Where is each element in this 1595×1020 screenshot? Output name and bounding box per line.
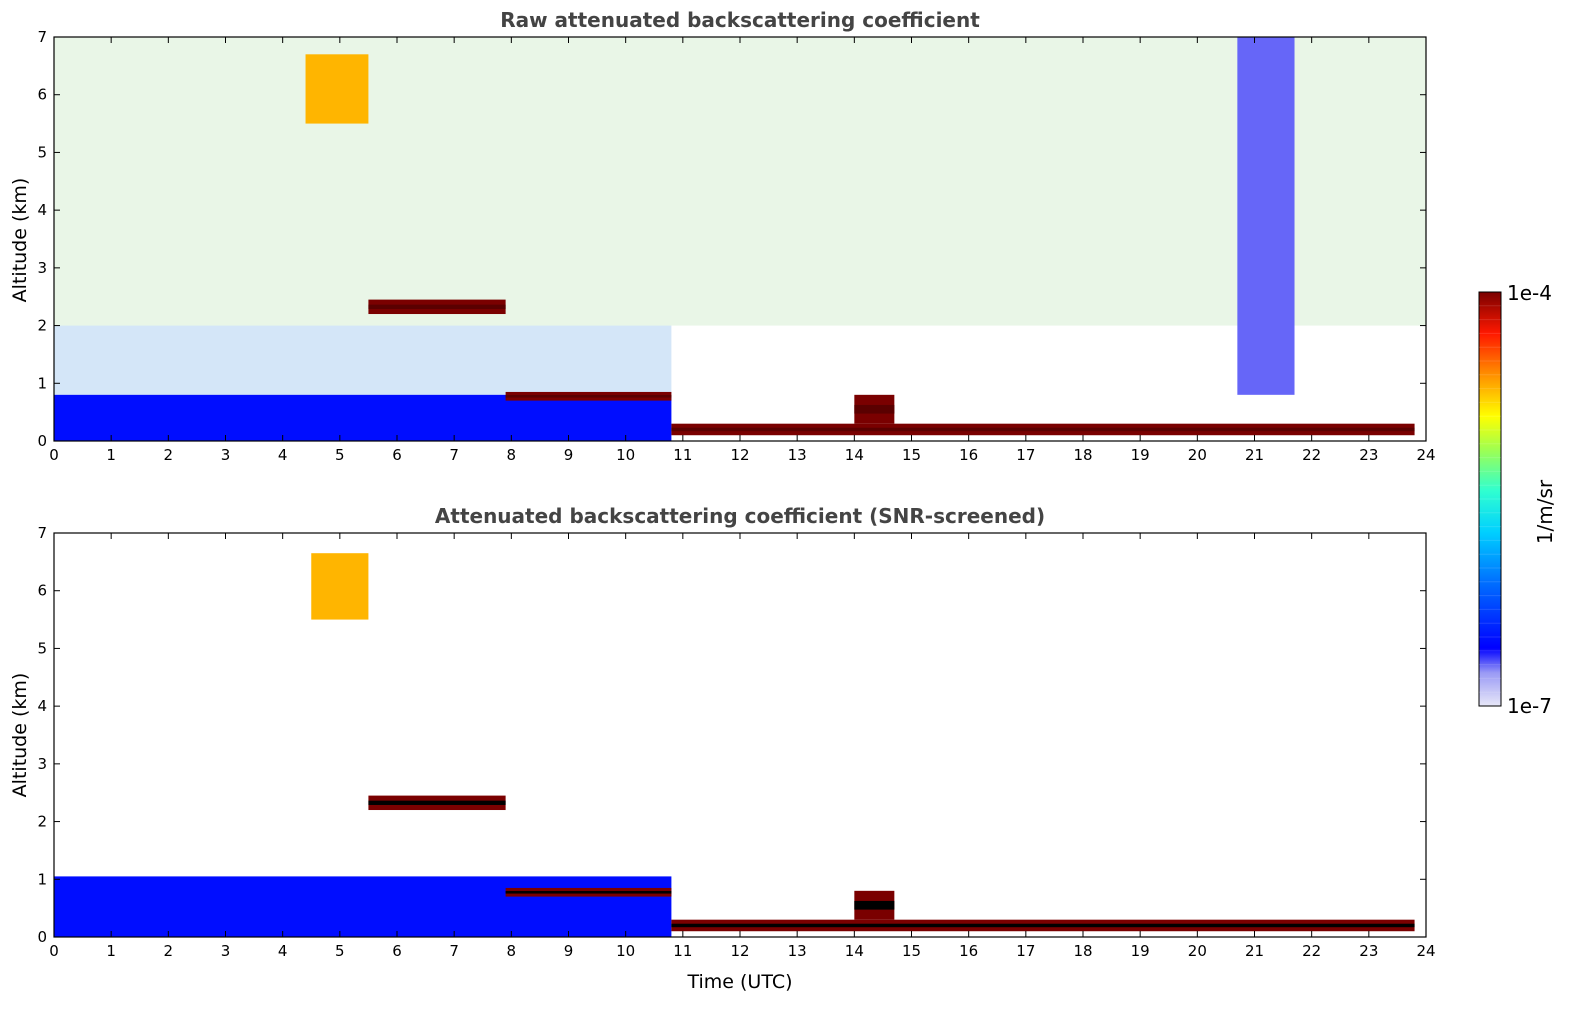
screened-heatmap-area (54, 553, 1415, 937)
x-tick-label: 4 (278, 446, 288, 464)
colorbar-unit-label: 1/m/sr (1533, 479, 1557, 544)
x-tick-label: 10 (616, 942, 635, 960)
x-tick-label: 11 (673, 942, 692, 960)
x-tick-label: 22 (1302, 942, 1321, 960)
feature-aerosol-boundary-layer-0 (54, 876, 672, 937)
y-tick-label: 5 (37, 639, 47, 657)
screened-axis-ticks: 0 1 2 3 4 5 6 7 8 9 10 11 12 13 14 15 16 17 18 19 20 21 22 23 24… (37, 524, 1435, 960)
x-tick-label: 12 (730, 446, 749, 464)
y-tick-label: 3 (37, 755, 47, 773)
x-tick-label: 24 (1416, 942, 1435, 960)
x-tick-label: 8 (507, 942, 517, 960)
feature-aerosol-boundary-layer-0 (54, 394, 672, 441)
x-tick-label: 17 (1016, 942, 1035, 960)
x-tick-label: 16 (959, 942, 978, 960)
x-tick-label: 12 (730, 942, 749, 960)
x-tick-label: 2 (164, 942, 174, 960)
x-tick-label: 2 (164, 446, 174, 464)
feature-cirrus-4 (311, 553, 369, 620)
y-tick-label: 0 (37, 432, 47, 450)
x-tick-label: 3 (221, 942, 231, 960)
x-tick-label: 1 (106, 446, 116, 464)
x-tick-label: 5 (335, 942, 345, 960)
feature-core-6 (854, 404, 895, 414)
x-tick-label: 9 (564, 942, 574, 960)
y-tick-label: 1 (37, 374, 47, 392)
y-tick-label: 0 (37, 928, 47, 946)
colorbar: 1e-4 1e-7 1/m/sr (1478, 281, 1557, 718)
x-tick-label: 19 (1131, 942, 1150, 960)
x-tick-label: 14 (845, 446, 864, 464)
x-tick-label: 23 (1359, 446, 1378, 464)
y-tick-label: 2 (37, 317, 47, 335)
x-tick-label: 18 (1073, 942, 1092, 960)
y-tick-label: 7 (37, 28, 47, 46)
raw-backscatter-panel: Raw attenuated backscattering coefficien… (9, 8, 1436, 464)
x-tick-label: 10 (616, 446, 635, 464)
x-tick-label: 0 (49, 446, 59, 464)
x-tick-label: 3 (221, 446, 231, 464)
feature-core-1 (368, 304, 506, 309)
y-tick-label: 3 (37, 259, 47, 277)
colorbar-gradient (1478, 291, 1502, 707)
colorbar-max-label: 1e-4 (1507, 281, 1552, 305)
feature-cirrus-4 (305, 54, 369, 124)
x-tick-label: 16 (959, 446, 978, 464)
x-tick-label: 21 (1245, 942, 1264, 960)
x-tick-label: 5 (335, 446, 345, 464)
x-tick-label: 14 (845, 942, 864, 960)
colorbar-min-label: 1e-7 (1507, 694, 1552, 718)
x-tick-label: 18 (1073, 446, 1092, 464)
y-tick-label: 6 (37, 86, 47, 104)
noise-background-lower (54, 325, 672, 395)
x-tick-label: 9 (564, 446, 574, 464)
x-tick-label: 20 (1188, 446, 1207, 464)
x-tick-label: 6 (392, 942, 402, 960)
feature-core-1 (368, 800, 506, 805)
x-tick-label: 13 (788, 446, 807, 464)
y-tick-label: 4 (37, 697, 47, 715)
x-tick-label: 20 (1188, 942, 1207, 960)
feature-core-2 (505, 890, 672, 894)
x-tick-label: 17 (1016, 446, 1035, 464)
x-tick-label: 8 (507, 446, 517, 464)
x-tick-label: 23 (1359, 942, 1378, 960)
y-tick-label: 1 (37, 870, 47, 888)
y-tick-label: 4 (37, 201, 47, 219)
feature-core-3 (671, 427, 1415, 432)
y-tick-label: 7 (37, 524, 47, 542)
x-tick-label: 21 (1245, 446, 1264, 464)
raw-panel-title: Raw attenuated backscattering coefficien… (500, 8, 980, 32)
x-tick-label: 11 (673, 446, 692, 464)
x-tick-label: 15 (902, 942, 921, 960)
feature-core-2 (505, 394, 672, 398)
x-tick-label: 1 (106, 942, 116, 960)
x-tick-label: 0 (49, 942, 59, 960)
raw-axis-ticks: 0 1 2 3 4 5 6 7 8 9 10 11 12 13 14 15 16 17 18 19 20 21 22 23 24… (37, 28, 1435, 464)
y-tick-label: 5 (37, 143, 47, 161)
screened-panel-title: Attenuated backscattering coefficient (S… (435, 504, 1045, 528)
x-tick-label: 13 (788, 942, 807, 960)
raw-panel-y-label: Altitude (km) (9, 178, 31, 303)
x-tick-label: 7 (449, 942, 459, 960)
colorbar-bands (1479, 305, 1501, 693)
x-tick-label: 4 (278, 942, 288, 960)
feature-low-signal-column-5 (1237, 37, 1295, 395)
x-tick-label: 19 (1131, 446, 1150, 464)
y-tick-label: 6 (37, 582, 47, 600)
noise-background-upper (54, 37, 1426, 326)
x-tick-label: 6 (392, 446, 402, 464)
x-tick-label: 15 (902, 446, 921, 464)
time-x-label: Time (UTC) (686, 971, 792, 993)
feature-core-5 (854, 900, 895, 910)
y-tick-label: 2 (37, 813, 47, 831)
x-tick-label: 7 (449, 446, 459, 464)
x-tick-label: 24 (1416, 446, 1435, 464)
feature-core-3 (671, 923, 1415, 928)
x-tick-label: 22 (1302, 446, 1321, 464)
screened-backscatter-panel: Attenuated backscattering coefficient (S… (9, 504, 1436, 993)
raw-heatmap-area (54, 37, 1426, 441)
screened-panel-y-label: Altitude (km) (9, 673, 31, 798)
